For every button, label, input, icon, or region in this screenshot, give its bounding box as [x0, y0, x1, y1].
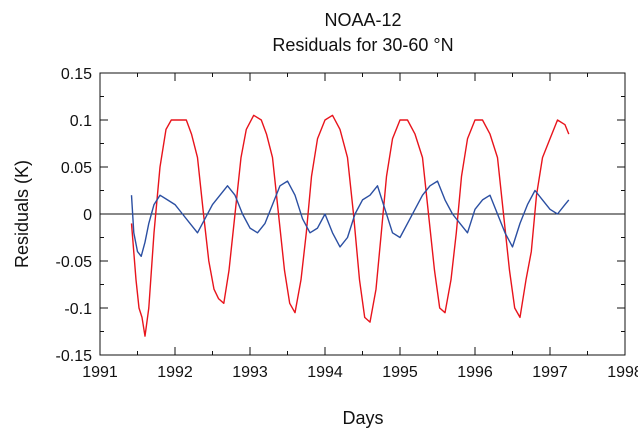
x-tick-label: 1995 [382, 364, 418, 381]
y-tick-label: 0 [83, 207, 92, 224]
chart-title: NOAA-12 [324, 10, 401, 30]
x-tick-label: 1991 [82, 364, 118, 381]
series-line-1 [130, 114, 570, 337]
x-axis-title: Days [342, 408, 383, 428]
y-tick-label: 0.05 [61, 160, 92, 177]
y-tick-label: -0.1 [64, 301, 92, 318]
x-tick-label: 1996 [457, 364, 493, 381]
x-axis: 1991 1992 1993 1994 1995 1996 1997 1998 [82, 73, 638, 381]
x-tick-label: 1994 [307, 364, 343, 381]
y-tick-label: 0.15 [61, 66, 92, 83]
x-tick-label: 1993 [232, 364, 268, 381]
y-axis: -0.15 -0.1 -0.05 0 0.05 0.1 0.15 [56, 66, 625, 365]
series-line-2 [130, 180, 570, 257]
y-axis-title: Residuals (K) [12, 160, 32, 268]
x-tick-label: 1992 [157, 364, 193, 381]
series-group [130, 114, 570, 337]
chart-subtitle: Residuals for 30-60 °N [272, 35, 453, 55]
x-tick-label: 1997 [532, 364, 568, 381]
x-tick-label: 1998 [607, 364, 638, 381]
y-tick-label: -0.15 [56, 348, 93, 365]
y-tick-label: -0.05 [56, 254, 93, 271]
y-tick-label: 0.1 [70, 113, 92, 130]
